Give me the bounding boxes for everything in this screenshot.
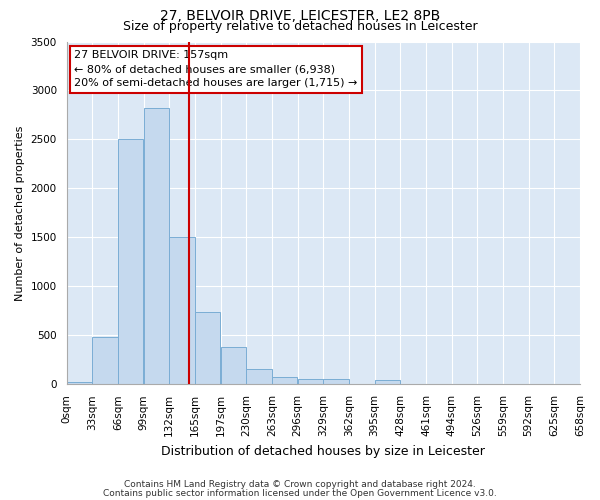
Bar [92,338,118,384]
Bar [375,380,400,384]
Bar [221,347,246,385]
Bar [272,378,298,384]
Bar [67,382,92,384]
Bar [247,369,272,384]
X-axis label: Distribution of detached houses by size in Leicester: Distribution of detached houses by size … [161,444,485,458]
Bar [169,238,195,384]
Bar [118,140,143,384]
Bar [298,380,323,384]
Bar [323,380,349,384]
Text: Contains HM Land Registry data © Crown copyright and database right 2024.: Contains HM Land Registry data © Crown c… [124,480,476,489]
Text: 27, BELVOIR DRIVE, LEICESTER, LE2 8PB: 27, BELVOIR DRIVE, LEICESTER, LE2 8PB [160,9,440,23]
Bar [195,312,220,384]
Bar [144,108,169,384]
Text: Size of property relative to detached houses in Leicester: Size of property relative to detached ho… [122,20,478,33]
Y-axis label: Number of detached properties: Number of detached properties [15,125,25,300]
Text: Contains public sector information licensed under the Open Government Licence v3: Contains public sector information licen… [103,488,497,498]
Text: 27 BELVOIR DRIVE: 157sqm
← 80% of detached houses are smaller (6,938)
20% of sem: 27 BELVOIR DRIVE: 157sqm ← 80% of detach… [74,50,358,88]
